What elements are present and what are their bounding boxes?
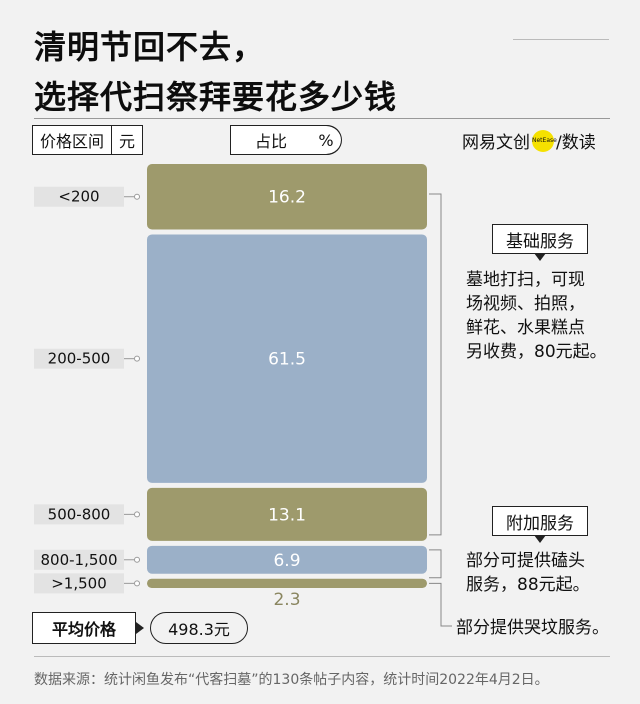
extra-service-label: 附加服务 <box>506 513 574 534</box>
category-dot <box>134 580 140 587</box>
title-line-2: 选择代扫祭拜要花多少钱 <box>34 78 398 116</box>
title-line-1: 清明节回不去， <box>34 28 266 66</box>
basic-note-line: 墓地打扫，可现 <box>466 270 585 290</box>
logo-part-2: /数读 <box>556 133 596 153</box>
category-label-bg <box>34 573 124 594</box>
category-dot <box>134 355 140 362</box>
bar-4 <box>147 578 427 588</box>
category-label-bg <box>34 504 124 525</box>
basic-service-pointer <box>534 253 546 261</box>
bracket-crying <box>429 582 452 627</box>
source-rule <box>34 656 610 657</box>
extra-note-line: 部分可提供磕头 <box>466 551 585 571</box>
category-label: 500-800 <box>48 505 111 523</box>
price-range-legend: 价格区间 元 <box>32 125 143 155</box>
share-unit: % <box>311 125 342 155</box>
logo-part-1: 网易文创 <box>462 133 530 153</box>
bracket <box>429 193 442 536</box>
value-label: 13.1 <box>268 505 306 525</box>
average-arrow-icon <box>136 622 144 634</box>
value-label: 16.2 <box>268 188 306 208</box>
value-label: 61.5 <box>268 350 306 370</box>
category-label: 200-500 <box>48 350 111 368</box>
price-range-unit: 元 <box>118 132 135 151</box>
bar-1 <box>147 234 427 483</box>
extra-note-line: 服务，88元起。 <box>466 575 590 595</box>
data-source: 数据来源：统计闲鱼发布“代客扫墓”的130条帖子内容，统计时间2022年4月2日… <box>34 672 549 688</box>
extra-service-pointer <box>534 535 546 543</box>
value-label: 2.3 <box>273 590 300 610</box>
category-dot <box>134 556 140 563</box>
extra-service-note: 部分可提供磕头 服务，88元起。 <box>466 549 590 597</box>
basic-service-callout: 基础服务 <box>492 224 588 261</box>
value-label: 6.9 <box>273 551 300 571</box>
basic-note-line: 鲜花、水果糕点 <box>466 318 585 338</box>
share-legend: 占比 % <box>230 125 342 155</box>
brand-logo: 网易文创 NetEase /数读 <box>462 128 596 153</box>
price-range-label: 价格区间 <box>39 132 104 151</box>
category-dot <box>134 511 140 518</box>
crying-note-line: 部分提供哭坟服务。 <box>456 618 609 638</box>
basic-service-note: 墓地打扫，可现 场视频、拍照， 鲜花、水果糕点 另收费，80元起。 <box>466 268 607 364</box>
bar-3 <box>147 545 427 574</box>
basic-note-line: 另收费，80元起。 <box>466 342 607 362</box>
average-price-value: 498.3元 <box>150 612 248 644</box>
crying-service-note: 部分提供哭坟服务。 <box>456 616 609 640</box>
category-label-bg <box>34 348 124 369</box>
category-label-bg <box>34 549 124 570</box>
netease-dot-icon: NetEase <box>532 129 557 152</box>
basic-service-label: 基础服务 <box>506 231 574 252</box>
category-label: 800-1,500 <box>41 551 118 569</box>
top-rule <box>513 39 609 40</box>
title-divider <box>34 118 610 119</box>
bar-0 <box>147 164 427 230</box>
extra-service-callout: 附加服务 <box>492 506 588 543</box>
category-label-bg <box>34 186 124 207</box>
share-label: 占比 <box>254 132 287 151</box>
category-dot <box>134 193 140 200</box>
bar-2 <box>147 487 427 541</box>
bracket <box>429 549 442 579</box>
basic-note-line: 场视频、拍照， <box>466 294 585 314</box>
category-label: <200 <box>58 188 99 206</box>
average-price-label: 平均价格 <box>32 612 136 644</box>
category-label: >1,500 <box>51 574 107 592</box>
